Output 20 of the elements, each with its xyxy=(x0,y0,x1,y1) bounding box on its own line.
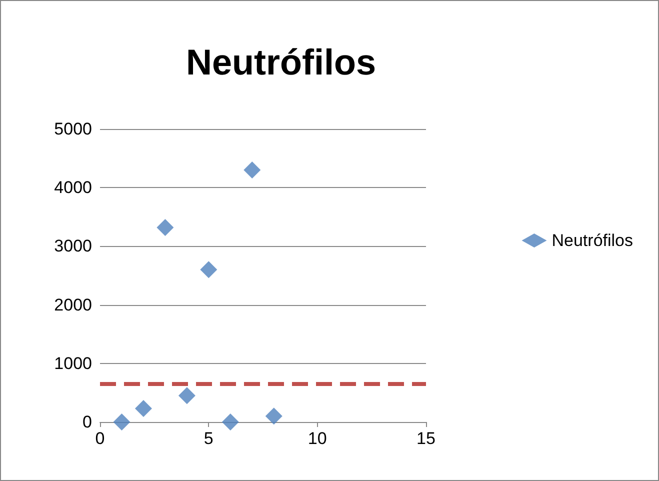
point xyxy=(200,261,218,278)
y-tick-label: 3000 xyxy=(54,236,92,256)
x-tick-label: 5 xyxy=(204,429,214,448)
point xyxy=(113,414,130,430)
chart-title: Neutrófilos xyxy=(186,42,376,82)
point xyxy=(134,400,152,418)
point xyxy=(178,387,196,404)
y-tick-label: 0 xyxy=(82,412,92,432)
point xyxy=(222,414,239,430)
point xyxy=(265,408,282,425)
point xyxy=(156,218,174,236)
y-tick-label: 4000 xyxy=(54,178,92,198)
y-tick-label: 5000 xyxy=(54,120,92,138)
legend-label: Neutrófilos xyxy=(552,231,634,250)
x-tick-label: 10 xyxy=(308,429,327,448)
point xyxy=(244,162,261,179)
x-tick-label: 0 xyxy=(95,429,105,448)
x-tick-label: 15 xyxy=(416,429,436,448)
y-tick-label: 1000 xyxy=(54,354,92,373)
y-tick-label: 2000 xyxy=(54,295,92,314)
